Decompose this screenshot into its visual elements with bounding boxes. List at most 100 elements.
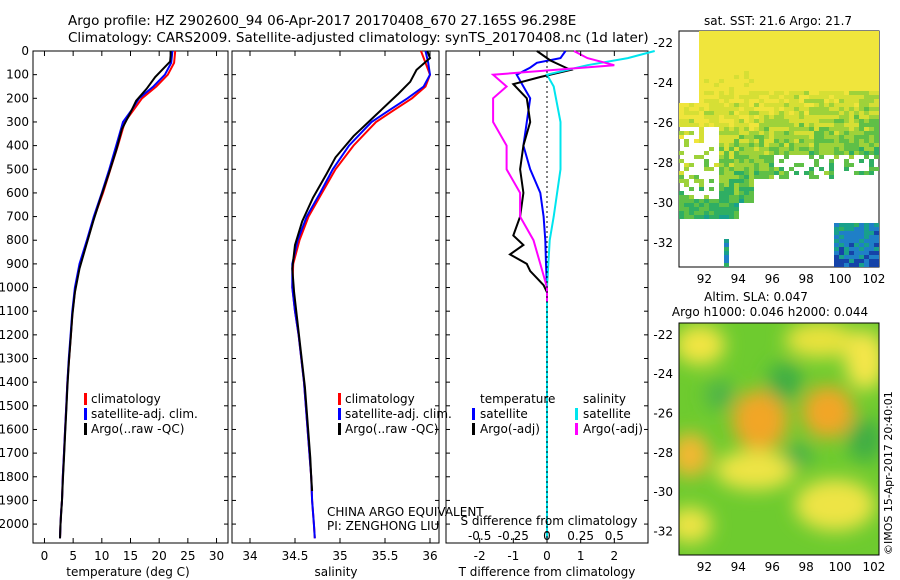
- sst-cell: [729, 211, 734, 215]
- sst-cell: [834, 255, 839, 259]
- sst-cell: [844, 31, 849, 35]
- sst-cell: [809, 155, 814, 159]
- sst-cell: [844, 231, 849, 235]
- sst-cell: [719, 107, 724, 111]
- sst-cell: [699, 187, 704, 191]
- sst-cell: [734, 119, 739, 123]
- sst-cell: [714, 35, 719, 39]
- sst-cell: [789, 71, 794, 75]
- sst-cell: [844, 87, 849, 91]
- sst-cell: [849, 263, 854, 267]
- sst-cell: [729, 39, 734, 43]
- sst-cell: [739, 103, 744, 107]
- sst-cell: [809, 67, 814, 71]
- sst-cell: [869, 167, 874, 171]
- sst-cell: [749, 99, 754, 103]
- sst-cell: [714, 115, 719, 119]
- sst-cell: [839, 51, 844, 55]
- sla-map-y-tick-label: -24: [653, 367, 673, 381]
- sst-cell: [704, 163, 709, 167]
- temperature-series-climatology: [59, 50, 177, 539]
- sst-cell: [844, 107, 849, 111]
- sst-cell: [784, 115, 789, 119]
- sst-cell: [834, 123, 839, 127]
- sst-cell: [759, 31, 764, 35]
- sst-map-x-tick-label: 94: [731, 272, 746, 286]
- sst-cell: [684, 179, 689, 183]
- sst-cell: [774, 55, 779, 59]
- sst-cell: [689, 211, 694, 215]
- sst-cell: [729, 171, 734, 175]
- sst-cell: [869, 63, 874, 67]
- sst-cell: [834, 243, 839, 247]
- sst-cell: [869, 99, 874, 103]
- sst-cell: [704, 199, 709, 203]
- sst-cell: [814, 87, 819, 91]
- sst-cell: [839, 243, 844, 247]
- sst-cell: [739, 99, 744, 103]
- sst-cell: [734, 215, 739, 219]
- sst-cell: [749, 83, 754, 87]
- sst-cell: [849, 243, 854, 247]
- sst-cell: [829, 111, 834, 115]
- sst-cell: [729, 155, 734, 159]
- sst-cell: [699, 211, 704, 215]
- sst-cell: [734, 135, 739, 139]
- sst-cell: [704, 59, 709, 63]
- sst-cell: [709, 147, 714, 151]
- sst-cell: [719, 151, 724, 155]
- sst-cell: [824, 35, 829, 39]
- sst-cell: [779, 119, 784, 123]
- sst-cell: [719, 67, 724, 71]
- sst-cell: [774, 31, 779, 35]
- sst-cell: [734, 83, 739, 87]
- sst-cell: [779, 151, 784, 155]
- sst-cell: [684, 111, 689, 115]
- sst-cell: [784, 43, 789, 47]
- sst-cell: [709, 123, 714, 127]
- sst-cell: [779, 55, 784, 59]
- sst-cell: [864, 71, 869, 75]
- sst-cell: [784, 123, 789, 127]
- sst-cell: [719, 143, 724, 147]
- sst-cell: [679, 131, 684, 135]
- sst-cell: [724, 215, 729, 219]
- t-difference-axis-label: T difference from climatology: [458, 565, 636, 579]
- sst-cell: [764, 99, 769, 103]
- sst-cell: [809, 55, 814, 59]
- sst-cell: [774, 171, 779, 175]
- sst-cell: [869, 47, 874, 51]
- sst-cell: [774, 107, 779, 111]
- sst-cell: [744, 171, 749, 175]
- sst-cell: [724, 199, 729, 203]
- sst-cell: [689, 215, 694, 219]
- sst-cell: [869, 87, 874, 91]
- sst-cell: [799, 95, 804, 99]
- sst-cell: [679, 207, 684, 211]
- sst-cell: [774, 139, 779, 143]
- sst-cell: [719, 75, 724, 79]
- sst-cell: [864, 87, 869, 91]
- sst-cell: [709, 63, 714, 67]
- sst-cell: [789, 75, 794, 79]
- sst-cell: [679, 215, 684, 219]
- sst-cell: [804, 31, 809, 35]
- sst-cell: [784, 107, 789, 111]
- sst-cell: [869, 107, 874, 111]
- sst-cell: [739, 51, 744, 55]
- sst-cell: [844, 147, 849, 151]
- sst-cell: [819, 111, 824, 115]
- sla-map-y-tick-label: -22: [653, 328, 673, 342]
- sst-cell: [819, 43, 824, 47]
- sst-cell: [874, 259, 879, 263]
- sst-cell: [779, 87, 784, 91]
- sst-cell: [714, 31, 719, 35]
- depth-tick-label: 1400: [0, 375, 29, 389]
- sst-cell: [789, 127, 794, 131]
- sst-cell: [779, 139, 784, 143]
- sst-cell: [849, 83, 854, 87]
- sst-cell: [874, 111, 879, 115]
- sla-blob: [679, 325, 725, 365]
- sst-cell: [754, 171, 759, 175]
- sst-cell: [799, 43, 804, 47]
